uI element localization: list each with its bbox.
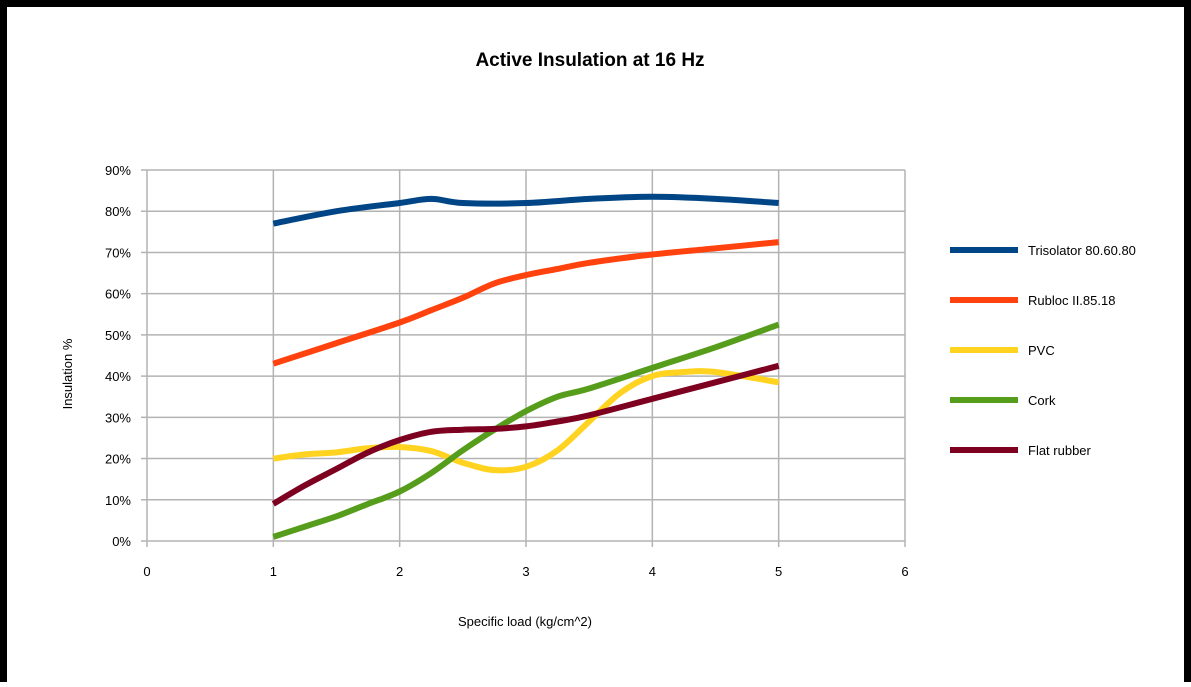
legend-label-pvc: PVC	[1028, 343, 1055, 358]
y-tick-label: 10%	[105, 493, 131, 508]
series-line-flat-rubber	[271, 362, 780, 507]
x-tick-label: 5	[775, 564, 782, 579]
series-line-rubloc-ii-85-18	[272, 239, 780, 367]
y-axis-label: Insulation %	[60, 338, 75, 409]
y-tick-label: 80%	[105, 204, 131, 219]
legend-label-flat-rubber: Flat rubber	[1028, 443, 1092, 458]
y-tick-label: 20%	[105, 452, 131, 467]
series-lines	[271, 193, 780, 540]
x-tick-label: 3	[522, 564, 529, 579]
x-tick-label: 2	[396, 564, 403, 579]
legend-label-cork: Cork	[1028, 393, 1056, 408]
y-tick-label: 60%	[105, 287, 131, 302]
x-tick-label: 4	[649, 564, 656, 579]
grid	[141, 169, 906, 547]
chart-title: Active Insulation at 16 Hz	[475, 50, 704, 71]
y-tick-label: 50%	[105, 328, 131, 343]
series-line-trisolator-80-60-80	[272, 193, 779, 227]
line-chart: Active Insulation at 16 Hz 0%10%20%30%40…	[60, 50, 1136, 629]
y-tick-label: 40%	[105, 369, 131, 384]
y-tick-label: 0%	[112, 534, 131, 549]
x-tick-label: 6	[901, 564, 908, 579]
y-tick-label: 30%	[105, 410, 131, 425]
series-line-cork	[272, 321, 780, 540]
legend-label-trisolator-80-60-80: Trisolator 80.60.80	[1028, 243, 1136, 258]
x-axis-label: Specific load (kg/cm^2)	[458, 614, 592, 629]
legend: Trisolator 80.60.80 Rubloc II.85.18 PVC Cor…	[950, 243, 1136, 458]
x-tick-label: 0	[143, 564, 150, 579]
y-tick-label: 70%	[105, 245, 131, 260]
series-line-pvc	[272, 368, 780, 474]
legend-label-rubloc-ii-85-18: Rubloc II.85.18	[1028, 293, 1115, 308]
y-tick-label: 90%	[105, 163, 131, 178]
tick-labels: 0% 10% 20% 30% 40% 50% 60% 70% 80% 90% 0 1 2 3 4 5 6	[105, 163, 909, 579]
x-tick-label: 1	[270, 564, 277, 579]
